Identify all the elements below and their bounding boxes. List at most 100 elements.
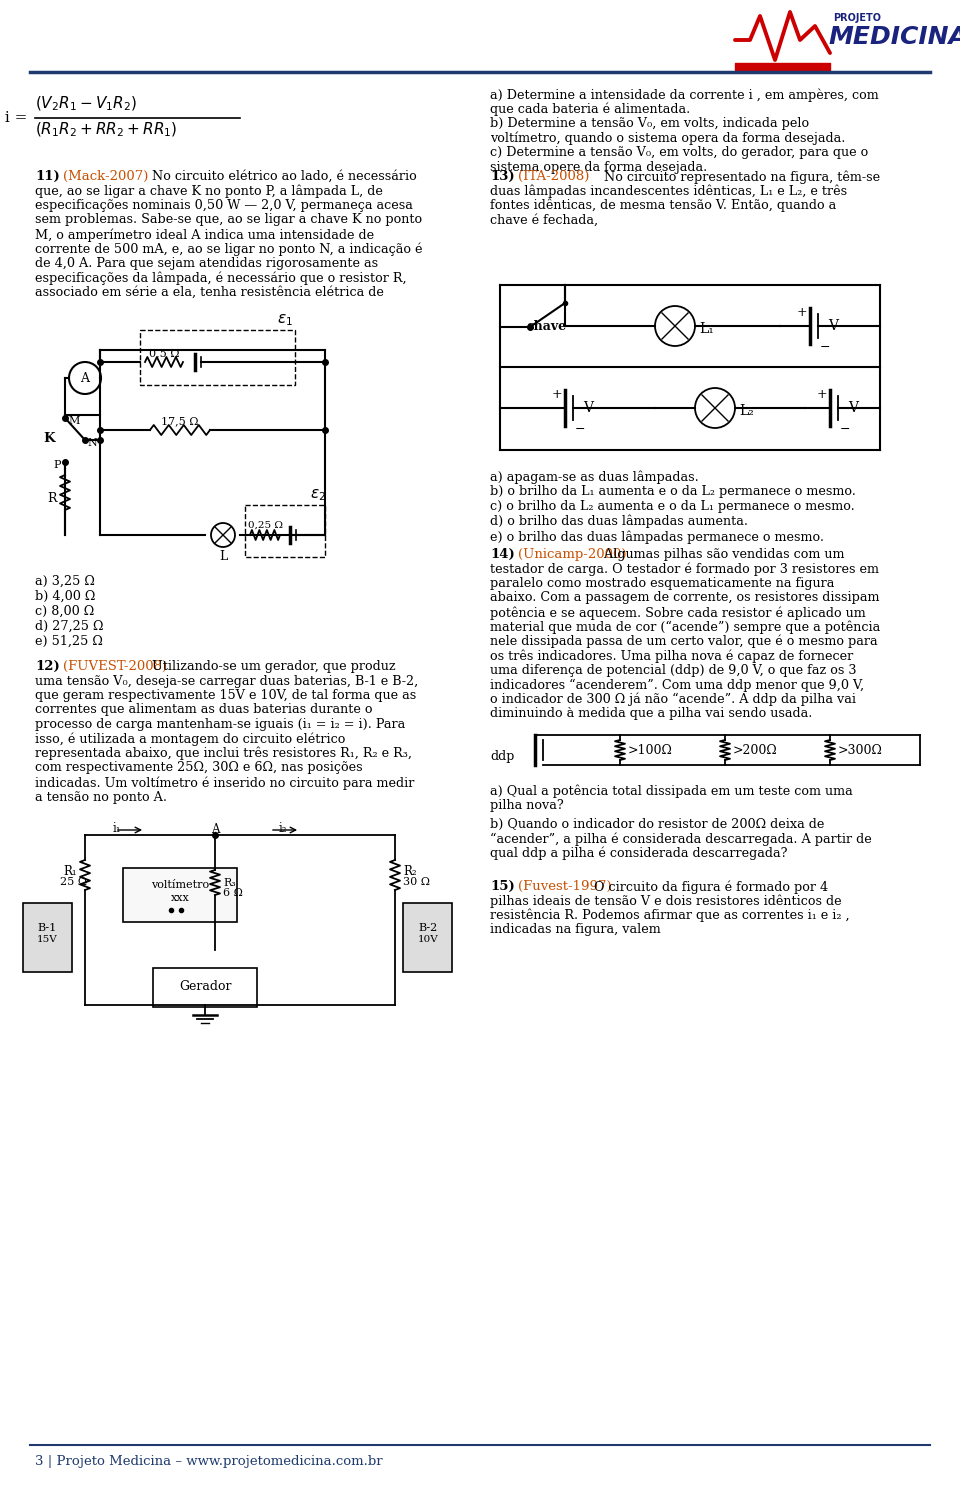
Text: b) o brilho da L₁ aumenta e o da L₂ permanece o mesmo.: b) o brilho da L₁ aumenta e o da L₂ perm… (490, 486, 856, 497)
Text: especificações nominais 0,50 W — 2,0 V, permaneça acesa: especificações nominais 0,50 W — 2,0 V, … (35, 199, 413, 212)
Text: 30 Ω: 30 Ω (403, 878, 430, 887)
FancyBboxPatch shape (123, 869, 237, 922)
Text: V: V (583, 401, 593, 414)
Text: A: A (211, 823, 219, 836)
Text: que, ao se ligar a chave K no ponto P, a lâmpada L, de: que, ao se ligar a chave K no ponto P, a… (35, 184, 383, 198)
Text: e) o brilho das duas lâmpadas permanece o mesmo.: e) o brilho das duas lâmpadas permanece … (490, 530, 824, 544)
Text: 6 Ω: 6 Ω (223, 888, 243, 898)
Text: V: V (848, 401, 858, 414)
Text: a tensão no ponto A.: a tensão no ponto A. (35, 790, 167, 803)
Text: chave é fechada,: chave é fechada, (490, 214, 598, 227)
Text: material que muda de cor (“acende”) sempre que a potência: material que muda de cor (“acende”) semp… (490, 621, 880, 634)
Text: com respectivamente 25Ω, 30Ω e 6Ω, nas posições: com respectivamente 25Ω, 30Ω e 6Ω, nas p… (35, 762, 363, 775)
Text: testador de carga. O testador é formado por 3 resistores em: testador de carga. O testador é formado … (490, 563, 879, 576)
Text: >200Ω: >200Ω (733, 744, 778, 756)
Text: indicadas. Um voltímetro é inserido no circuito para medir: indicadas. Um voltímetro é inserido no c… (35, 777, 415, 790)
Text: a) Determine a intensidade da corrente i , em ampères, com: a) Determine a intensidade da corrente i… (490, 88, 878, 101)
Text: b) Determine a tensão V₀, em volts, indicada pelo: b) Determine a tensão V₀, em volts, indi… (490, 117, 809, 131)
Text: 17,5 Ω: 17,5 Ω (161, 416, 199, 426)
Text: +: + (797, 306, 807, 319)
FancyBboxPatch shape (23, 903, 72, 973)
Text: isso, é utilizada a montagem do circuito elétrico: isso, é utilizada a montagem do circuito… (35, 732, 346, 745)
Text: (Fuvest-1997): (Fuvest-1997) (518, 881, 612, 892)
Text: M: M (68, 416, 80, 426)
Text: nele dissipada passa de um certo valor, que é o mesmo para: nele dissipada passa de um certo valor, … (490, 636, 877, 649)
Text: indicadores “acenderem”. Com uma ddp menor que 9,0 V,: indicadores “acenderem”. Com uma ddp men… (490, 679, 864, 692)
Text: Utilizando-se um gerador, que produz: Utilizando-se um gerador, que produz (148, 659, 396, 673)
Text: de 4,0 A. Para que sejam atendidas rigorosamente as: de 4,0 A. Para que sejam atendidas rigor… (35, 257, 378, 270)
Text: −: − (575, 423, 586, 437)
Text: −: − (820, 342, 830, 353)
Text: i₁: i₁ (112, 823, 121, 835)
Text: −: − (840, 423, 851, 437)
Text: $\varepsilon_1$: $\varepsilon_1$ (277, 312, 293, 328)
Text: B-2: B-2 (419, 924, 438, 933)
Text: 0,5 Ω: 0,5 Ω (149, 347, 180, 358)
Text: +: + (552, 388, 563, 401)
Text: o indicador de 300 Ω já não “acende”. A ddp da pilha vai: o indicador de 300 Ω já não “acende”. A … (490, 693, 856, 707)
Text: corrente de 500 mA, e, ao se ligar no ponto N, a indicação é: corrente de 500 mA, e, ao se ligar no po… (35, 242, 422, 255)
Text: potência e se aquecem. Sobre cada resistor é aplicado um: potência e se aquecem. Sobre cada resist… (490, 606, 866, 619)
Text: a) 3,25 Ω: a) 3,25 Ω (35, 575, 95, 588)
Text: duas lâmpadas incandescentes idênticas, L₁ e L₂, e três: duas lâmpadas incandescentes idênticas, … (490, 184, 847, 198)
Text: processo de carga mantenham-se iguais (i₁ = i₂ = i). Para: processo de carga mantenham-se iguais (i… (35, 719, 405, 731)
Text: R₃: R₃ (223, 878, 236, 888)
Text: b) 4,00 Ω: b) 4,00 Ω (35, 590, 95, 603)
Text: R₁: R₁ (63, 864, 77, 878)
Text: 12): 12) (35, 659, 60, 673)
Text: R: R (47, 492, 57, 505)
Text: K: K (43, 432, 55, 446)
Text: i₂: i₂ (278, 823, 287, 835)
Text: uma tensão V₀, deseja-se carregar duas baterias, B-1 e B-2,: uma tensão V₀, deseja-se carregar duas b… (35, 674, 419, 688)
Text: paralelo como mostrado esquematicamente na figura: paralelo como mostrado esquematicamente … (490, 578, 834, 590)
Text: L₁: L₁ (699, 322, 713, 336)
Text: (Mack-2007): (Mack-2007) (63, 169, 149, 183)
Text: V: V (828, 319, 838, 333)
Text: L₂: L₂ (739, 404, 754, 417)
Text: No circuito elétrico ao lado, é necessário: No circuito elétrico ao lado, é necessár… (148, 169, 417, 183)
Text: R₂: R₂ (403, 864, 417, 878)
Text: 15): 15) (490, 881, 515, 892)
Text: $(R_1R_2+RR_2+RR_1)$: $(R_1R_2+RR_2+RR_1)$ (35, 120, 178, 140)
Text: 0,25 Ω: 0,25 Ω (248, 521, 282, 530)
Text: resistência R. Podemos afirmar que as correntes i₁ e i₂ ,: resistência R. Podemos afirmar que as co… (490, 909, 850, 922)
Text: $\varepsilon_2$: $\varepsilon_2$ (310, 487, 325, 503)
Text: sem problemas. Sabe-se que, ao se ligar a chave K no ponto: sem problemas. Sabe-se que, ao se ligar … (35, 214, 422, 227)
Text: uma diferença de potencial (ddp) de 9,0 V, o que faz os 3: uma diferença de potencial (ddp) de 9,0 … (490, 664, 856, 677)
Text: $(V_2R_1-V_1R_2)$: $(V_2R_1-V_1R_2)$ (35, 95, 137, 113)
Text: No circuito representado na figura, têm-se: No circuito representado na figura, têm-… (600, 169, 880, 184)
Text: +: + (817, 388, 828, 401)
Text: “acender”, a pilha é considerada descarregada. A partir de: “acender”, a pilha é considerada descarr… (490, 833, 872, 846)
Text: Gerador: Gerador (179, 980, 231, 993)
Text: chave: chave (527, 319, 567, 333)
Text: (Unicamp-2000): (Unicamp-2000) (518, 548, 627, 561)
Text: c) 8,00 Ω: c) 8,00 Ω (35, 604, 94, 618)
Text: fontes idênticas, de mesma tensão V. Então, quando a: fontes idênticas, de mesma tensão V. Ent… (490, 199, 836, 212)
Text: pilhas ideais de tensão V e dois resistores idênticos de: pilhas ideais de tensão V e dois resisto… (490, 894, 842, 907)
Text: 11): 11) (35, 169, 60, 183)
Text: (ITA-2008): (ITA-2008) (518, 169, 589, 183)
Text: b) Quando o indicador do resistor de 200Ω deixa de: b) Quando o indicador do resistor de 200… (490, 818, 825, 832)
Text: sistema opere da forma desejada.: sistema opere da forma desejada. (490, 160, 708, 174)
Text: >300Ω: >300Ω (838, 744, 883, 756)
Text: voltímetro, quando o sistema opera da forma desejada.: voltímetro, quando o sistema opera da fo… (490, 132, 846, 146)
Text: 25 Ω: 25 Ω (60, 878, 87, 887)
Text: diminuindo à medida que a pilha vai sendo usada.: diminuindo à medida que a pilha vai send… (490, 707, 812, 720)
FancyBboxPatch shape (403, 903, 452, 973)
Text: indicadas na figura, valem: indicadas na figura, valem (490, 924, 660, 937)
Text: c) o brilho da L₂ aumenta e o da L₁ permanece o mesmo.: c) o brilho da L₂ aumenta e o da L₁ perm… (490, 500, 854, 512)
Text: B-1: B-1 (37, 924, 57, 933)
Text: pilha nova?: pilha nova? (490, 799, 564, 812)
Text: 14): 14) (490, 548, 515, 561)
Text: a) apagam-se as duas lâmpadas.: a) apagam-se as duas lâmpadas. (490, 469, 699, 484)
Text: d) 27,25 Ω: d) 27,25 Ω (35, 621, 104, 633)
Text: xxx: xxx (171, 892, 189, 903)
Text: O circuito da figura é formado por 4: O circuito da figura é formado por 4 (590, 881, 828, 894)
Text: que geram respectivamente 15V e 10V, de tal forma que as: que geram respectivamente 15V e 10V, de … (35, 689, 417, 702)
Text: N: N (87, 438, 97, 448)
Text: Algumas pilhas são vendidas com um: Algumas pilhas são vendidas com um (600, 548, 845, 561)
Text: ddp: ddp (490, 750, 515, 763)
Text: A: A (81, 371, 89, 385)
Text: L: L (219, 549, 228, 563)
Text: que cada bateria é alimentada.: que cada bateria é alimentada. (490, 102, 690, 116)
